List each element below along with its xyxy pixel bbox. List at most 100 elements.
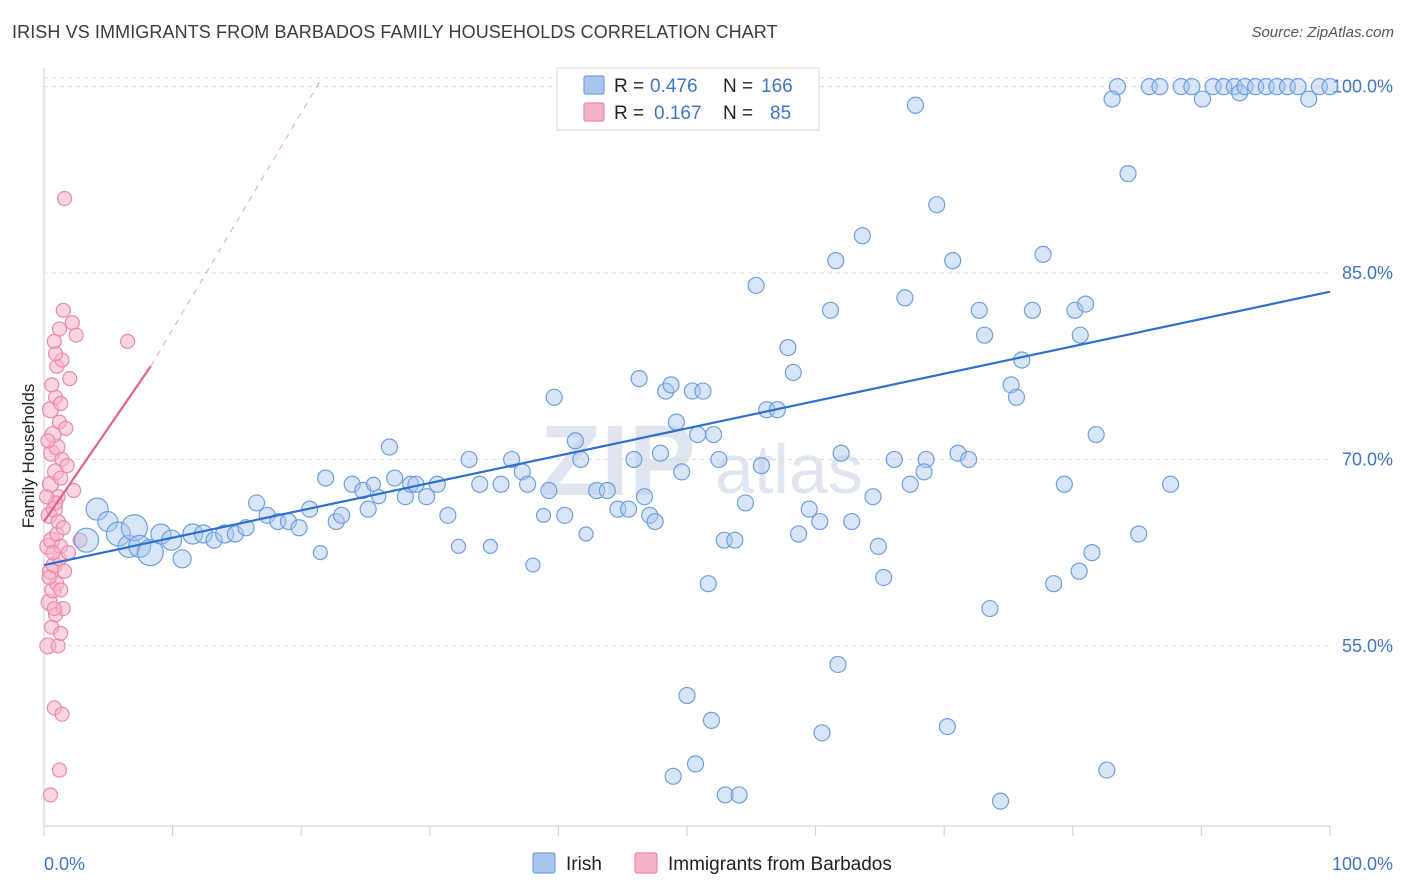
irish-point <box>917 450 935 469</box>
irish-point <box>136 539 164 567</box>
irish-point <box>789 525 808 543</box>
irish-point <box>380 438 399 456</box>
legend-bottom-swatch-irish <box>532 852 556 874</box>
legend-bottom: Irish Immigrants from Barbados <box>532 852 892 875</box>
irish-point <box>120 514 148 542</box>
irish-point <box>747 276 765 295</box>
irish-point <box>343 475 361 493</box>
irish-point <box>312 545 328 561</box>
irish-point <box>290 519 308 537</box>
barbados-trend-line <box>43 365 152 523</box>
irish-point <box>598 481 616 500</box>
irish-point <box>172 549 192 569</box>
irish-point <box>317 469 335 487</box>
irish-point <box>630 370 648 388</box>
barbados-point <box>47 346 64 362</box>
irish-point <box>386 469 404 487</box>
irish-point <box>915 463 933 481</box>
barbados-point <box>38 489 55 505</box>
irish-point <box>450 538 467 555</box>
irish-point <box>525 557 541 573</box>
irish-point <box>247 494 266 512</box>
irish-point <box>492 475 510 493</box>
irish-point <box>730 786 748 804</box>
irish-point <box>439 506 457 524</box>
barbados-point <box>56 563 73 579</box>
barbados-point <box>55 302 71 318</box>
irish-point <box>540 481 558 500</box>
barbados-point <box>53 582 69 598</box>
irish-point <box>736 494 755 512</box>
irish-point <box>896 289 914 307</box>
irish-point <box>359 500 377 518</box>
barbados-point <box>68 327 84 343</box>
irish-point <box>428 475 446 493</box>
barbados-point <box>62 371 78 387</box>
irish-points <box>73 78 1339 810</box>
barbados-point <box>60 545 77 561</box>
irish-point <box>981 599 999 618</box>
barbados-point <box>56 190 73 207</box>
barbados-point <box>53 470 69 486</box>
barbados-point <box>53 395 69 412</box>
irish-point <box>1055 475 1073 493</box>
irish-point <box>1013 351 1031 369</box>
irish-point <box>1321 78 1339 96</box>
irish-point <box>1289 78 1307 96</box>
irish-point <box>1087 425 1105 444</box>
watermark-zip: ZIP <box>540 405 696 517</box>
legend-n-value-barbados: 85 <box>770 103 791 124</box>
barbados-point <box>58 420 74 436</box>
barbados-point <box>46 600 62 617</box>
irish-point <box>811 512 829 531</box>
irish-point <box>938 717 956 736</box>
irish-point <box>779 338 797 357</box>
barbados-point <box>45 545 61 561</box>
irish-point <box>949 444 967 462</box>
irish-point <box>205 531 223 549</box>
y-tick-label: 55.0% <box>1342 636 1393 656</box>
legend-r-label-barbados: R = <box>614 103 644 124</box>
irish-point <box>518 475 537 493</box>
y-tick-label: 70.0% <box>1342 449 1393 469</box>
irish-point <box>800 500 818 518</box>
barbados-point <box>41 569 57 586</box>
irish-point <box>673 463 691 481</box>
legend-swatch-irish <box>583 75 605 95</box>
barbados-point <box>54 706 70 722</box>
irish-point <box>662 376 680 394</box>
irish-point <box>1023 301 1042 319</box>
gridlines <box>44 77 1330 647</box>
barbados-point <box>40 433 56 449</box>
irish-point <box>970 301 988 319</box>
irish-point <box>716 786 734 804</box>
irish-point <box>853 227 871 245</box>
irish-point <box>875 568 893 587</box>
watermark-atlas: atlas <box>715 430 863 508</box>
irish-point <box>332 506 351 524</box>
irish-point <box>975 326 994 344</box>
irish-point <box>460 450 478 469</box>
irish-point <box>928 196 946 214</box>
irish-point <box>726 531 744 549</box>
irish-point <box>619 500 638 518</box>
irish-point <box>694 382 712 400</box>
irish-point <box>535 507 552 523</box>
x-tick-label-min: 0.0% <box>44 854 85 874</box>
irish-point <box>1098 761 1116 779</box>
irish-point <box>1119 165 1137 183</box>
barbados-point <box>50 638 66 654</box>
irish-point <box>646 512 664 531</box>
irish-point <box>667 413 685 431</box>
barbados-point <box>55 520 71 536</box>
barbados-point <box>42 787 59 803</box>
legend-r-value-barbados: 0.167 <box>654 103 702 124</box>
irish-point <box>864 488 882 506</box>
irish-point <box>901 475 919 493</box>
irish-point <box>704 425 723 444</box>
irish-point <box>1071 326 1089 344</box>
barbados-point <box>51 321 68 337</box>
legend-swatch-barbados <box>583 102 605 122</box>
legend-n-value-irish: 166 <box>761 76 793 97</box>
irish-point <box>625 450 643 469</box>
